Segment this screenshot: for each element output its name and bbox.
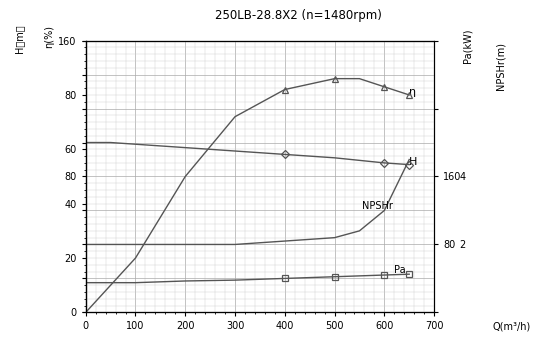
Text: NPSHr(m): NPSHr(m) (495, 42, 505, 90)
Text: H（m）: H（m） (14, 25, 24, 53)
Text: Pa(kW): Pa(kW) (462, 28, 472, 63)
Text: η(%): η(%) (44, 25, 54, 48)
Text: NPSHr: NPSHr (362, 201, 393, 211)
Text: 250LB-28.8X2 (n=1480rpm): 250LB-28.8X2 (n=1480rpm) (215, 9, 382, 22)
Text: H: H (409, 157, 418, 167)
Text: Pa: Pa (394, 265, 406, 275)
Text: Q(m³/h): Q(m³/h) (493, 322, 531, 332)
Text: η: η (409, 87, 416, 97)
